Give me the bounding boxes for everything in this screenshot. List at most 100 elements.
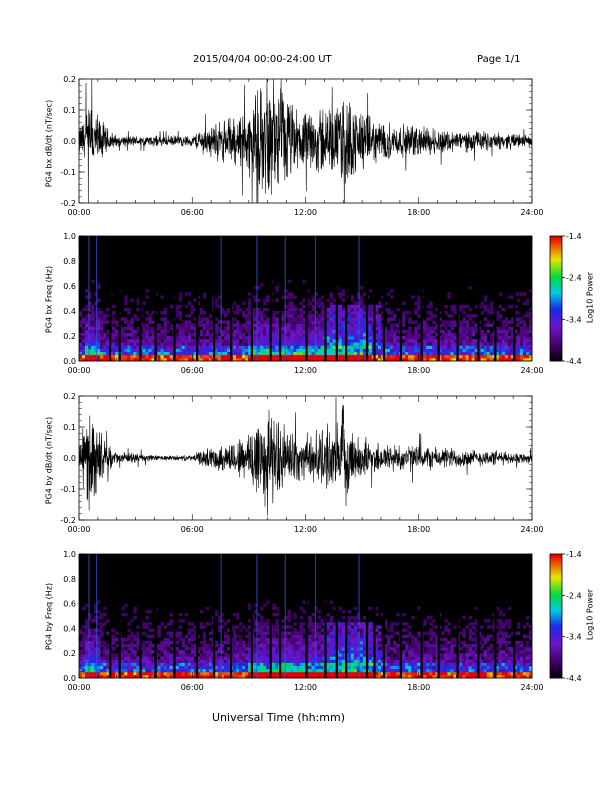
panel4-cell	[375, 637, 379, 642]
panel4-cell	[432, 640, 436, 645]
panel2-cell	[257, 357, 261, 362]
panel4-cell	[187, 640, 192, 645]
panel2-cell	[175, 323, 179, 327]
panel4-cell	[450, 656, 454, 660]
panel4-cell	[368, 662, 373, 666]
panel2-cell	[438, 345, 442, 349]
panel2-cell	[202, 332, 207, 337]
panel4-cell	[100, 650, 104, 654]
panel4-cell	[236, 656, 240, 660]
panel4-cell	[281, 650, 285, 654]
panel2-cell	[82, 351, 86, 356]
panel4-cell	[299, 668, 303, 673]
panel4-cell	[293, 616, 297, 620]
panel4-cell	[196, 656, 201, 660]
panel4-cell	[326, 650, 330, 654]
panel2-cell	[290, 323, 294, 327]
panel4-cell	[287, 668, 291, 673]
panel4-cell	[248, 662, 252, 666]
panel2-cell	[338, 295, 343, 299]
panel4-cell	[169, 619, 173, 623]
panel2-cell	[124, 320, 128, 324]
panel4-cell	[236, 647, 240, 651]
panel2-colorbar-segment	[550, 321, 562, 324]
panel2-cell	[287, 336, 291, 340]
panel2-cell	[88, 345, 92, 349]
panel2-cell	[411, 336, 415, 340]
panel4-cell	[486, 659, 491, 663]
panel4-cell	[326, 674, 330, 679]
panel2-cell	[91, 326, 95, 331]
panel4-cell	[408, 668, 412, 673]
panel4-cell	[166, 622, 170, 626]
panel4-cell	[85, 659, 89, 663]
panel2-cell	[239, 342, 243, 346]
panel2-cell	[127, 357, 131, 362]
panel4-cell	[178, 653, 183, 657]
panel4-cell	[175, 634, 179, 639]
panel4-cell	[85, 671, 89, 676]
panel2-cell	[501, 345, 506, 349]
panel4-cell	[208, 643, 213, 648]
panel2-cell	[480, 345, 485, 349]
panel4-cell	[91, 619, 95, 623]
panel4-cell	[260, 647, 264, 651]
panel2-y-tick-label: 0.0	[63, 357, 76, 366]
panel4-cell	[214, 662, 219, 666]
panel2-cell	[510, 336, 515, 340]
panel4-cell	[347, 662, 352, 666]
panel4-cell	[362, 625, 367, 629]
panel4-cell	[257, 668, 261, 673]
panel2-cell	[112, 354, 116, 359]
panel2-cell	[299, 317, 303, 321]
panel4-cell	[281, 656, 285, 660]
panel2-cell	[248, 326, 252, 331]
panel2-cell	[326, 326, 330, 331]
panel4-cell	[311, 665, 315, 670]
panel2-data-gap	[365, 236, 369, 361]
panel4-cell	[296, 671, 300, 676]
panel4-cell	[214, 609, 219, 614]
panel2-cell	[384, 332, 388, 337]
panel2-cell	[220, 311, 225, 315]
panel2-cell	[205, 332, 210, 337]
panel2-cell	[393, 323, 397, 327]
panel4-cell	[332, 671, 337, 676]
panel4-cell	[347, 674, 352, 679]
panel2-cell	[453, 357, 457, 362]
panel2-cell	[474, 357, 478, 362]
panel2-cell	[341, 345, 346, 349]
panel2-cell	[311, 339, 315, 343]
panel4-cell	[79, 665, 83, 670]
panel4-cell	[299, 640, 303, 645]
panel4-cell	[260, 671, 264, 676]
panel2-cell	[103, 351, 107, 356]
panel4-cell	[308, 616, 312, 620]
panel2-colorbar-segment	[550, 290, 562, 293]
panel4-cell	[462, 662, 466, 666]
panel4-cell	[290, 662, 294, 666]
panel2-cell	[142, 323, 146, 327]
panel2-cell	[408, 342, 412, 346]
panel2-cell	[214, 326, 219, 331]
panel4-cell	[133, 668, 137, 673]
panel2-cell	[347, 336, 352, 340]
panel2-cell	[378, 351, 382, 356]
panel2-cell	[151, 351, 155, 356]
panel4-cell	[347, 631, 352, 635]
panel2-cell	[465, 342, 469, 346]
panel2-cell	[320, 307, 324, 312]
panel2-cell	[293, 304, 297, 309]
panel4-cell	[326, 631, 330, 635]
panel2-cell	[85, 326, 89, 331]
panel2-cell	[293, 317, 297, 321]
panel4-cell	[495, 656, 500, 660]
panel4-cell	[384, 625, 388, 629]
panel4-cell	[435, 634, 439, 639]
panel4-cell	[474, 628, 478, 632]
panel4-cell	[320, 659, 324, 663]
page-indicator: Page 1/1	[477, 54, 521, 65]
panel2-cell	[148, 317, 152, 321]
panel2-cell	[432, 354, 436, 359]
panel2-cell	[522, 342, 527, 346]
